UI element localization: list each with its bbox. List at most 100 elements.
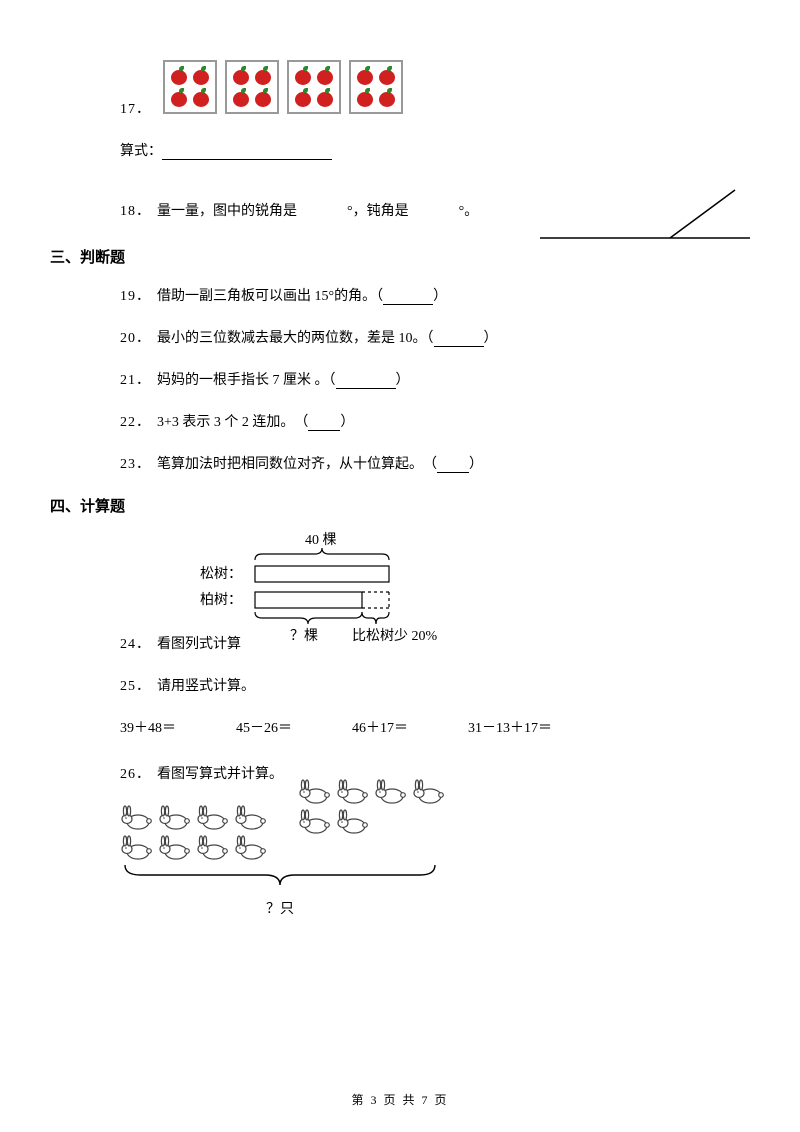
q20-tail: ） xyxy=(484,327,498,347)
apple-icon xyxy=(355,66,375,86)
rabbit-icon xyxy=(158,805,192,831)
q21-row: 21． 妈妈的一根手指长 7 厘米 。（ ） xyxy=(120,369,750,389)
q22-tail: ） xyxy=(340,411,354,431)
q26-number: 26． xyxy=(120,763,151,783)
rabbit-icon xyxy=(196,835,230,861)
rabbit-icon xyxy=(234,805,268,831)
rabbit-group-a xyxy=(120,805,268,861)
rabbit-icon xyxy=(298,779,332,805)
rabbit-row xyxy=(298,809,446,835)
q22-blank[interactable] xyxy=(308,417,340,431)
q21-text: 妈妈的一根手指长 7 厘米 。（ xyxy=(157,369,336,389)
q25-items: 39＋48＝ 45－26＝ 46＋17＝ 31－13＋17＝ xyxy=(120,717,750,737)
section-3-heading: 三、判断题 xyxy=(50,246,750,267)
q21-blank[interactable] xyxy=(336,375,396,389)
q17-formula: 算式： xyxy=(120,140,750,160)
footer-mid: 页 共 xyxy=(378,1093,421,1107)
apple-icon xyxy=(231,88,251,108)
rabbit-icon xyxy=(158,835,192,861)
q26-label: 看图写算式并计算。 xyxy=(157,763,283,783)
q19-number: 19． xyxy=(120,285,151,305)
apple-icon xyxy=(191,66,211,86)
q21-number: 21． xyxy=(120,369,151,389)
q18-number: 18． xyxy=(120,200,151,220)
q18-angle-figure xyxy=(540,188,750,248)
apple-icon xyxy=(169,66,189,86)
apple-icon xyxy=(253,66,273,86)
footer-total: 7 xyxy=(422,1093,430,1107)
apple-icon xyxy=(315,88,335,108)
rabbit-icon xyxy=(374,779,408,805)
apple-card xyxy=(287,60,341,114)
q19-row: 19． 借助一副三角板可以画出 15°的角。（ ） xyxy=(120,285,750,305)
rabbit-icon xyxy=(298,809,332,835)
q24-row2-label: 柏树： xyxy=(200,592,242,608)
apple-icon xyxy=(191,88,211,108)
q20-blank[interactable] xyxy=(434,333,484,347)
q17-apple-cards xyxy=(163,60,403,114)
q17-blank[interactable] xyxy=(162,146,332,160)
apple-icon xyxy=(293,66,313,86)
q25-number: 25． xyxy=(120,675,151,695)
q25-row: 25． 请用竖式计算。 xyxy=(120,675,750,695)
q26-rabbits: ？只 xyxy=(120,805,750,918)
q24-number: 24． xyxy=(120,633,151,653)
q26-q-label: ？只 xyxy=(120,898,440,918)
q23-tail: ） xyxy=(469,453,483,473)
q21-tail: ） xyxy=(396,369,410,389)
rabbit-group-b xyxy=(298,779,446,835)
calc-item: 45－26＝ xyxy=(236,717,292,737)
q24-tree-diagram: 40 棵 松树： 柏树： ？棵 比松树少 20% xyxy=(200,534,460,649)
q20-text: 最小的三位数减去最大的两位数，差是 10。（ xyxy=(157,327,434,347)
calc-item: 39＋48＝ xyxy=(120,717,176,737)
rabbit-icon xyxy=(234,835,268,861)
q17-number: 17． xyxy=(120,98,151,118)
q22-number: 22． xyxy=(120,411,151,431)
q20-row: 20． 最小的三位数减去最大的两位数，差是 10。（ ） xyxy=(120,327,750,347)
q17-row: 17． xyxy=(120,60,750,118)
q26-brace xyxy=(120,861,440,891)
q18-text-a: 量一量，图中的锐角是 xyxy=(157,200,297,220)
q18-dot: 。 xyxy=(464,200,478,220)
q23-row: 23． 笔算加法时把相同数位对齐，从十位算起。 （ ） xyxy=(120,453,750,473)
q17-formula-label: 算式： xyxy=(120,140,162,160)
rabbit-icon xyxy=(120,835,154,861)
apple-icon xyxy=(377,66,397,86)
rabbit-row xyxy=(120,805,268,831)
apple-icon xyxy=(355,88,375,108)
apple-card xyxy=(349,60,403,114)
q19-text: 借助一副三角板可以画出 15°的角。（ xyxy=(157,285,383,305)
calc-item: 31－13＋17＝ xyxy=(468,717,552,737)
calc-item: 46＋17＝ xyxy=(352,717,408,737)
q19-blank[interactable] xyxy=(383,291,433,305)
rabbit-row xyxy=(120,835,268,861)
rabbit-icon xyxy=(196,805,230,831)
apple-icon xyxy=(253,88,273,108)
rabbit-icon xyxy=(412,779,446,805)
apple-icon xyxy=(293,88,313,108)
q24-cmp-label: 比松树少 20% xyxy=(352,628,437,644)
q22-row: 22． 3+3 表示 3 个 2 连加。 （ ） xyxy=(120,411,750,431)
q22-text: 3+3 表示 3 个 2 连加。 （ xyxy=(157,411,308,431)
apple-icon xyxy=(169,88,189,108)
q24-label: 看图列式计算 xyxy=(157,633,241,653)
q24-q-label: ？棵 xyxy=(290,628,318,644)
apple-icon xyxy=(315,66,335,86)
q20-number: 20． xyxy=(120,327,151,347)
q24-top-label: 40 棵 xyxy=(305,532,337,548)
apple-card xyxy=(225,60,279,114)
q19-tail: ） xyxy=(433,285,447,305)
q23-number: 23． xyxy=(120,453,151,473)
rabbit-icon xyxy=(120,805,154,831)
footer-prefix: 第 xyxy=(351,1093,370,1107)
q23-blank[interactable] xyxy=(437,459,469,473)
rabbit-icon xyxy=(336,779,370,805)
q24-row1-label: 松树： xyxy=(200,566,242,582)
q25-label: 请用竖式计算。 xyxy=(157,675,255,695)
apple-icon xyxy=(231,66,251,86)
rabbit-icon xyxy=(336,809,370,835)
rabbit-row xyxy=(298,779,446,805)
footer-suffix: 页 xyxy=(430,1093,449,1107)
page-footer: 第 3 页 共 7 页 xyxy=(0,1091,800,1108)
q23-text: 笔算加法时把相同数位对齐，从十位算起。 （ xyxy=(157,453,437,473)
